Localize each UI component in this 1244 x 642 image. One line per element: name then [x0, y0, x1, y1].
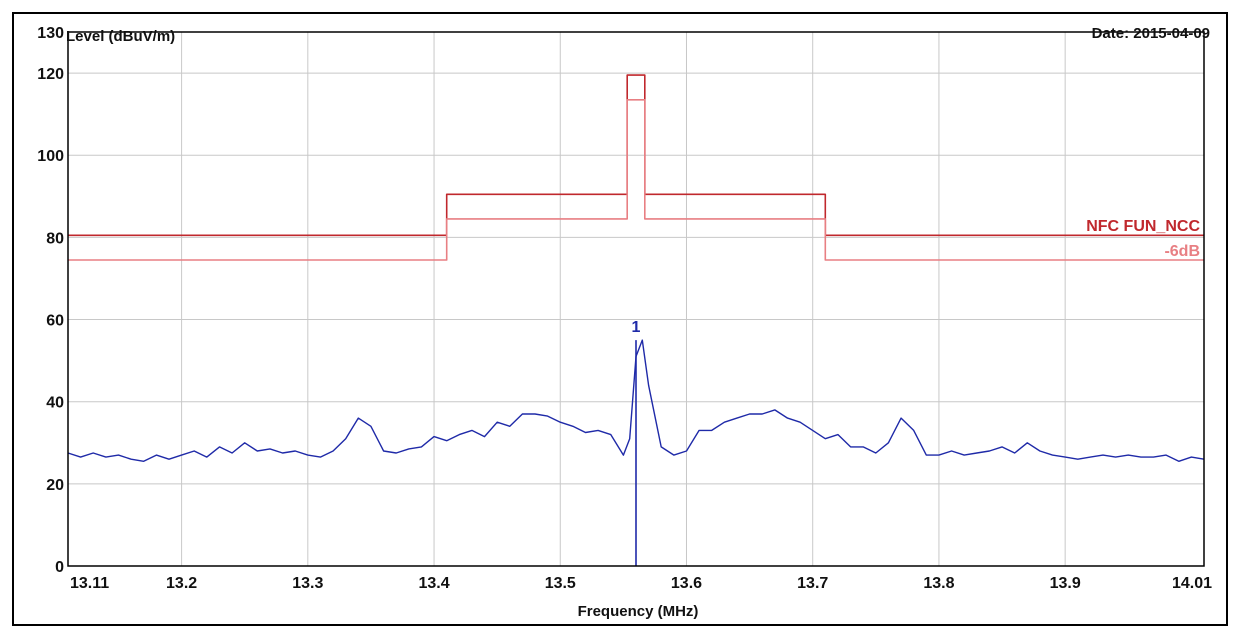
date-label: Date: 2015-04-09 — [1092, 25, 1210, 42]
grid — [68, 32, 1204, 566]
y-tick-label: 60 — [46, 313, 64, 330]
y-tick-label: 20 — [46, 477, 64, 494]
x-tick-label: 13.5 — [545, 575, 576, 592]
x-tick-label: 13.9 — [1050, 575, 1081, 592]
y-tick-label: 130 — [37, 25, 64, 42]
limit-line — [68, 74, 1204, 237]
x-tick-label: 13.11 — [70, 575, 109, 592]
x-tick-label: 13.8 — [923, 575, 954, 592]
chart-frame: 1 0 20 40 60 80 100 120 130 13.11 13.2 13.3 13.4 13… — [12, 12, 1228, 626]
marker-label: 1 — [632, 319, 641, 336]
x-tick-label: 14.01 — [1172, 575, 1212, 592]
x-tick-labels: 13.11 13.2 13.3 13.4 13.5 13.6 13.7 13.8 13.9 14.… — [70, 575, 1212, 592]
x-tick-label: 13.3 — [292, 575, 323, 592]
plot-border — [67, 31, 1205, 567]
y-tick-labels: 0 20 40 60 80 100 120 130 — [37, 25, 64, 576]
marker-layer: 1 — [632, 319, 641, 566]
x-tick-label: 13.2 — [166, 575, 197, 592]
y-axis-label: Level (dBuV/m) — [66, 28, 175, 45]
y-tick-label: 120 — [37, 66, 64, 83]
y-tick-label: 80 — [46, 230, 64, 247]
x-axis-label: Frequency (MHz) — [578, 603, 699, 620]
x-tick-label: 13.7 — [797, 575, 828, 592]
x-tick-label: 13.4 — [418, 575, 449, 592]
y-tick-label: 100 — [37, 148, 64, 165]
legend-limit-label: NFC FUN_NCC — [1086, 218, 1200, 235]
x-tick-label: 13.6 — [671, 575, 702, 592]
legend: NFC FUN_NCC -6dB — [1086, 218, 1200, 260]
y-tick-label: 0 — [55, 559, 64, 576]
limit-6db-line — [68, 99, 1204, 261]
legend-6db-label: -6dB — [1164, 243, 1200, 260]
y-tick-label: 40 — [46, 395, 64, 412]
